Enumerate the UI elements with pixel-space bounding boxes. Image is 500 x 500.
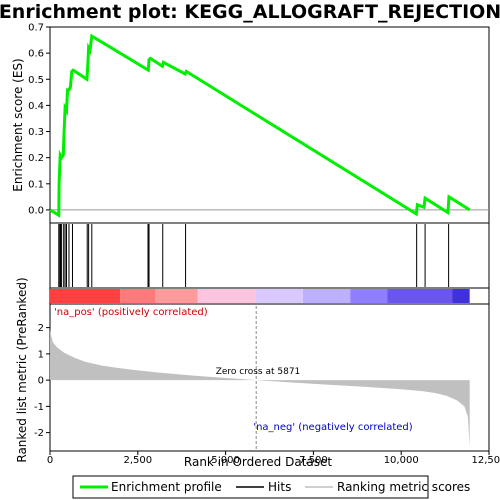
rank-y-tick-label: -1 — [34, 402, 44, 413]
zero-cross-label: Zero cross at 5871 — [216, 367, 301, 377]
rank-x-tick-label: 7,500 — [299, 455, 328, 466]
rank-y-tick-label: 0 — [38, 376, 44, 387]
rank-x-tick-label: 12,500 — [472, 455, 500, 466]
rank-y-tick-label: 1 — [38, 349, 44, 360]
legend-hits-label: Hits — [268, 480, 291, 494]
es-y-tick-label: 0.2 — [28, 153, 44, 164]
es-y-axis: 0.0 0.1 0.2 0.3 0.4 0.5 0.6 0.7 — [28, 23, 50, 216]
rank-x-tick-label: 0 — [47, 455, 53, 466]
pos-correlated-label: 'na_pos' (positively correlated) — [54, 307, 208, 318]
color-bar — [50, 289, 470, 303]
es-y-tick-label: 0.5 — [28, 75, 44, 86]
es-y-tick-label: 0.6 — [28, 49, 44, 60]
es-panel — [49, 26, 490, 224]
es-y-tick-label: 0.4 — [28, 101, 44, 112]
neg-correlated-label: 'na_neg' (negatively correlated) — [253, 422, 412, 433]
rank-y-label: Ranked list metric (PreRanked) — [15, 277, 29, 462]
color-bar-segment — [155, 289, 198, 303]
rank-x-tick-label: 10,000 — [384, 455, 419, 466]
color-bar-segment — [350, 289, 388, 303]
chart-title: Enrichment plot: KEGG_ALLOGRAFT_REJECTIO… — [0, 1, 500, 23]
color-bar-segment — [120, 289, 156, 303]
enrichment-profile-line — [49, 33, 471, 218]
color-bar-segment — [387, 289, 453, 303]
es-y-label: Enrichment score (ES) — [11, 58, 25, 191]
hits-group — [58, 224, 450, 287]
legend-metric-label: Ranking metric scores — [337, 480, 470, 494]
rank-y-tick-label: 2 — [38, 323, 44, 334]
color-bar-segment — [302, 289, 351, 303]
rank-x-axis: 0 2,500 5,000 7,500 10,000 12,500 — [47, 451, 500, 466]
es-y-tick-label: 0.7 — [28, 23, 44, 34]
rank-y-tick-label: -2 — [34, 428, 44, 439]
color-bar-segment — [452, 289, 470, 303]
color-bar-segment — [197, 289, 256, 303]
legend-enrichment-label: Enrichment profile — [111, 480, 222, 494]
rank-y-axis: 2 1 0 -1 -2 — [34, 323, 50, 439]
es-y-tick-label: 0.1 — [28, 179, 44, 190]
rank-x-tick-label: 2,500 — [123, 455, 152, 466]
rank-x-label: Rank in Ordered Dataset — [184, 455, 332, 469]
color-bar-segment — [50, 289, 121, 303]
color-bar-segment — [255, 289, 303, 303]
es-y-tick-label: 0.3 — [28, 127, 44, 138]
rank-x-tick-label: 5,000 — [211, 455, 240, 466]
hits-panel — [49, 222, 490, 289]
es-y-tick-label: 0.0 — [28, 205, 44, 216]
